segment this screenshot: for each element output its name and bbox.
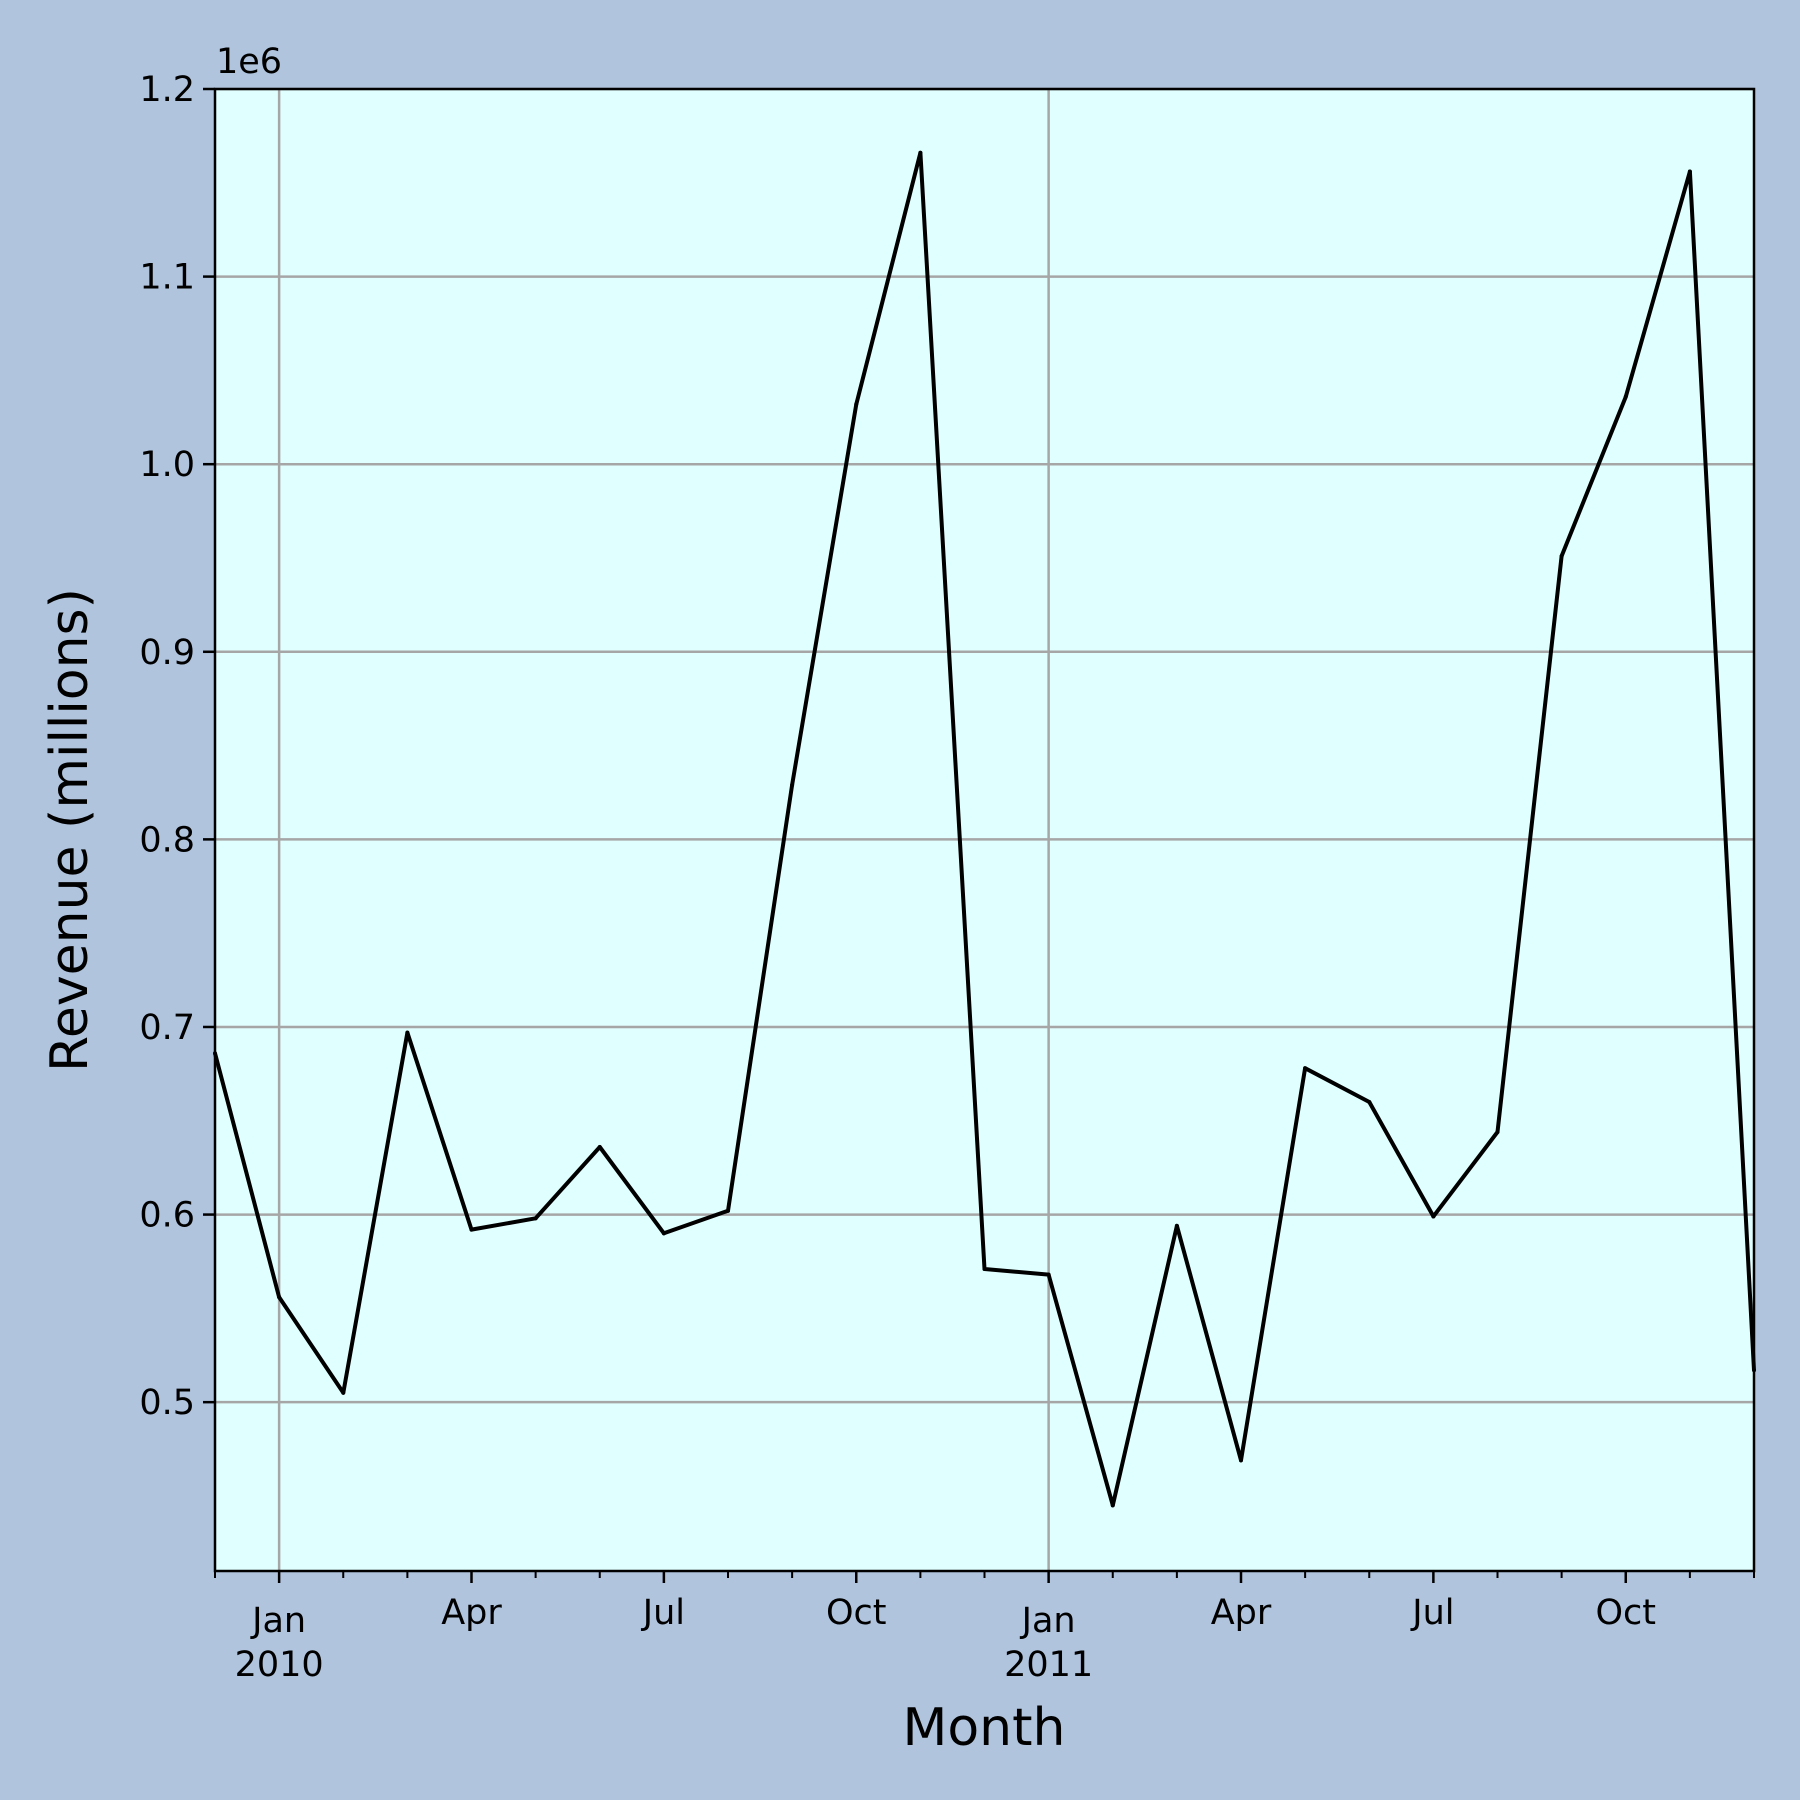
data-point (341, 1390, 346, 1395)
data-point (1239, 1458, 1243, 1463)
x-axis-label: Month (903, 1698, 1066, 1758)
y-tick-label: 1.0 (139, 445, 195, 485)
data-point (918, 150, 923, 155)
data-point (469, 1227, 474, 1232)
data-point (726, 1208, 730, 1213)
x-tick-label: Jan (1020, 1601, 1076, 1641)
data-point (661, 1231, 666, 1236)
data-points (213, 150, 1756, 1508)
y-tick-label: 0.7 (139, 1008, 195, 1048)
y-tick-label: 0.6 (139, 1196, 195, 1236)
data-point (982, 1266, 987, 1271)
y-offset-label: 1e6 (216, 42, 282, 82)
data-point (1687, 169, 1692, 174)
y-axis: 0.5 0.6 0.7 0.8 0.9 1.0 1.1 1.2 (139, 70, 215, 1423)
data-point (790, 782, 795, 787)
x-tick-label: Apr (1211, 1593, 1272, 1633)
x-tick-year-label: 2011 (1004, 1645, 1093, 1685)
data-point (1046, 1272, 1051, 1277)
data-point (277, 1295, 282, 1300)
data-point (1303, 1066, 1308, 1071)
data-point (1623, 394, 1628, 399)
x-tick-label: Jul (1410, 1593, 1454, 1633)
y-tick-label: 0.8 (139, 820, 195, 860)
y-tick-label: 1.2 (139, 70, 195, 110)
data-point (405, 1030, 410, 1035)
y-tick-label: 1.1 (139, 258, 195, 298)
data-point (1559, 554, 1564, 559)
x-tick-label: Jul (641, 1593, 685, 1633)
x-tick-label: Jan (250, 1601, 306, 1641)
plot-area (215, 89, 1754, 1571)
data-point (597, 1145, 602, 1150)
x-tick-label: Oct (826, 1593, 887, 1633)
data-point (1110, 1503, 1115, 1508)
data-point (1495, 1130, 1500, 1135)
data-point (1367, 1100, 1372, 1105)
x-tick-label: Apr (441, 1593, 502, 1633)
y-tick-label: 0.5 (139, 1383, 195, 1423)
data-point (533, 1216, 538, 1221)
data-point (854, 402, 859, 407)
y-axis-label: Revenue (millions) (40, 588, 100, 1072)
data-point (1174, 1223, 1179, 1228)
data-point (1431, 1214, 1436, 1219)
y-tick-label: 0.9 (139, 633, 195, 673)
x-tick-year-label: 2010 (235, 1645, 324, 1685)
x-tick-label: Oct (1595, 1593, 1656, 1633)
